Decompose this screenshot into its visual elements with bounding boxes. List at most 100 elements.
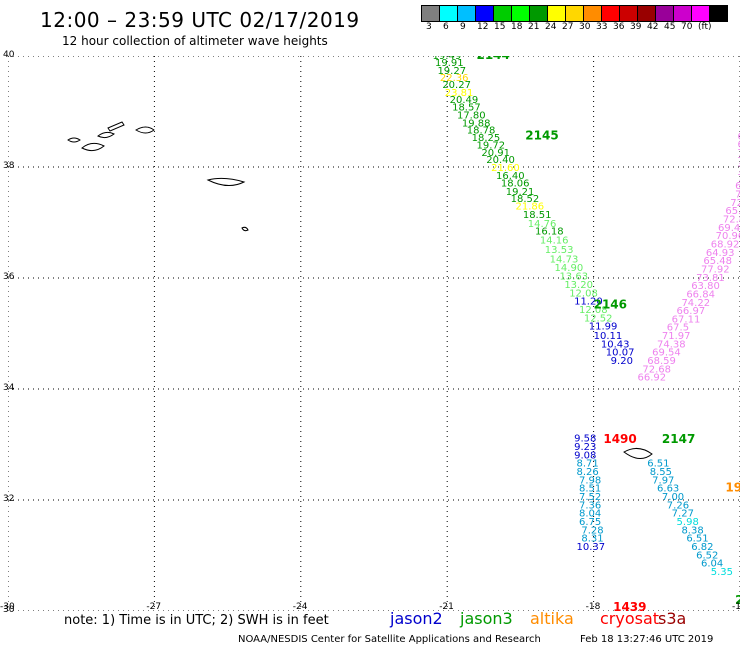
wave-height-value: 17.80: [457, 111, 486, 122]
wave-height-value: 8.26: [577, 467, 599, 478]
footer-timestamp: Feb 18 13:27:46 UTC 2019: [580, 634, 714, 645]
longitude-tick-label: -27: [146, 602, 162, 612]
wave-height-value: 77.: [738, 156, 740, 167]
wave-height-value: 74.22: [681, 298, 710, 309]
wave-height-value: 8.51: [579, 484, 601, 495]
track-id-label: 2147: [662, 432, 695, 446]
legend-label: 33: [596, 22, 608, 32]
legend-swatch: [601, 5, 620, 22]
legend-swatch: [655, 5, 674, 22]
legend-label: 3: [426, 22, 432, 32]
wave-height-value: 7.26: [667, 500, 689, 511]
wave-height-value: 77: [738, 148, 740, 159]
wave-height-value: 19.72: [476, 141, 505, 152]
latitude-tick-label: 32: [3, 494, 15, 504]
track-id-label: 2145: [525, 128, 558, 142]
wave-height-value: 6.51: [647, 459, 669, 470]
track-id-label: 2146: [594, 298, 627, 312]
wave-height-value: 6.52: [696, 550, 718, 561]
legend-swatch: [673, 5, 692, 22]
wave-height-value: 18.52: [511, 194, 540, 205]
wave-height-value: 10.07: [606, 348, 635, 359]
legend-label: 42: [647, 22, 659, 32]
wave-height-value: 68.92: [711, 239, 740, 250]
wave-height-value: 14.73: [550, 254, 579, 265]
wave-height-value: 18.78: [467, 126, 496, 137]
wave-height-value: 13.20: [564, 280, 593, 291]
wave-height-value: 13.53: [545, 245, 574, 256]
wave-height-value: 64.93: [706, 248, 735, 259]
longitude-tick-label: -30: [0, 602, 15, 612]
legend-label: 21: [528, 22, 540, 32]
wave-height-value: 7.27: [672, 509, 694, 520]
legend-swatch: [583, 5, 602, 22]
wave-height-value: 8.55: [650, 467, 672, 478]
satellite-legend-jason2: jason2: [390, 609, 443, 628]
wave-height-value: 6.63: [657, 484, 679, 495]
latitude-tick-label: 30: [3, 605, 15, 615]
wave-height-value: 18.57: [452, 102, 481, 113]
wave-height-value: 7.97: [652, 475, 674, 486]
legend-label: 24: [545, 22, 557, 32]
wave-height-value: 69.44: [718, 223, 740, 234]
wave-height-value: 9.58: [574, 434, 596, 445]
legend-label: 18: [511, 22, 523, 32]
wave-height-value: 22.36: [440, 73, 469, 84]
legend-swatch: [421, 5, 440, 22]
wave-height-value: 8.04: [579, 509, 601, 520]
island-outline: [67, 137, 81, 143]
island-outline: [81, 142, 105, 152]
wave-height-value: 16.40: [496, 171, 525, 182]
wave-height-value: 10.11: [594, 331, 623, 342]
page-subtitle: 12 hour collection of altimeter wave hei…: [62, 34, 328, 48]
island-outline: [135, 126, 155, 134]
wave-height-value: 5.35: [711, 567, 733, 578]
wave-height-value: 12.08: [569, 288, 598, 299]
wave-height-value: 67.5: [667, 323, 689, 334]
wave-height-value: 66.92: [638, 373, 667, 384]
wave-height-value: 18.25: [472, 133, 501, 144]
color-legend-labels: 3 6 9 12 15 18 21 24 27 30 33 36 39 42 45 70 (ft): [424, 22, 740, 36]
legend-label: 9: [460, 22, 466, 32]
legend-label: 36: [613, 22, 625, 32]
island-outline: [97, 131, 115, 139]
wave-height-value: 9.23: [574, 442, 596, 453]
wave-height-value: 14.76: [528, 219, 557, 230]
legend-swatch: [565, 5, 584, 22]
wave-height-value: 12.08: [579, 305, 608, 316]
wave-height-value: 13.63: [559, 272, 588, 283]
wave-height-value: 14.90: [555, 263, 584, 274]
legend-label: 6: [443, 22, 449, 32]
wave-height-value: 5.98: [677, 517, 699, 528]
legend-label: (ft): [698, 22, 712, 32]
wave-height-value: 70.96: [716, 231, 740, 242]
wave-height-value: 71.97: [662, 331, 691, 342]
satellite-legend-cryosat: cryosat: [600, 609, 660, 628]
wave-height-value: 20.91: [481, 148, 510, 159]
latitude-tick-label: 34: [3, 383, 15, 393]
wave-height-value: 8.38: [681, 525, 703, 536]
legend-swatch: [439, 5, 458, 22]
color-legend: [421, 5, 728, 22]
wave-height-value: 69: [738, 140, 740, 151]
wave-height-value: 66.97: [677, 306, 706, 317]
longitude-tick-label: -18: [585, 602, 601, 612]
wave-height-value: 19.91: [435, 58, 464, 69]
wave-height-value: 68.59: [647, 356, 676, 367]
island-outline: [107, 121, 125, 132]
wave-height-value: 7.98: [579, 475, 601, 486]
legend-label: 30: [579, 22, 591, 32]
wave-height-value: 8.31: [581, 534, 603, 545]
legend-swatch: [709, 5, 728, 22]
wave-height-value: 69.54: [652, 348, 681, 359]
legend-label: 70: [681, 22, 693, 32]
legend-swatch: [475, 5, 494, 22]
track-id-label: 2144: [476, 56, 509, 62]
wave-height-value: 74.38: [657, 339, 686, 350]
note-text: note: 1) Time is in UTC; 2) SWH is in fe…: [64, 613, 329, 628]
track-id-label: 1439: [613, 600, 646, 611]
wave-height-value: 14.16: [540, 236, 569, 247]
wave-height-value: 7.52: [579, 492, 601, 503]
wave-height-value: 18.06: [501, 178, 530, 189]
